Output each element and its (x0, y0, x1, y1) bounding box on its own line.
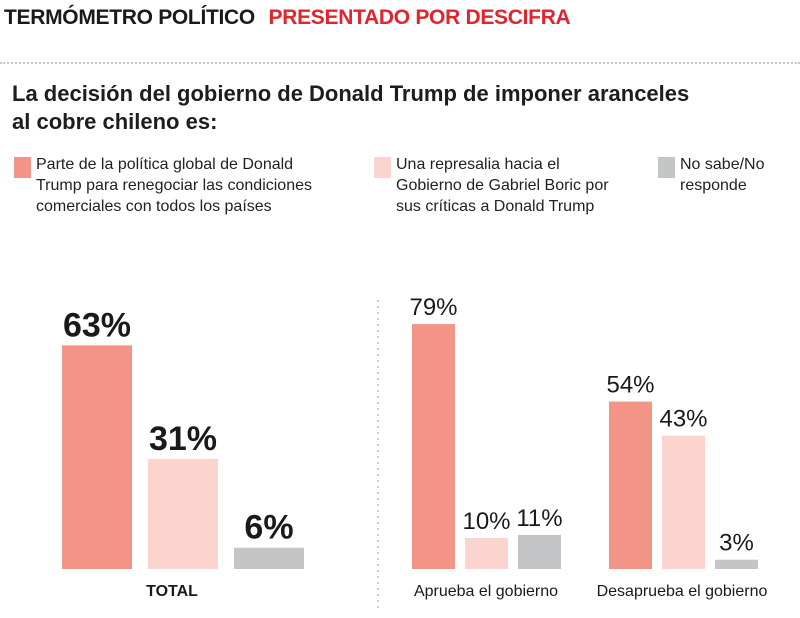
bar (518, 534, 561, 569)
bar (715, 559, 758, 569)
legend-label-line: Trump para renegociar las condiciones (36, 177, 312, 194)
bar-value-label: 31% (149, 420, 217, 458)
bar-value-label: 11% (516, 505, 562, 532)
bar-value-label: 43% (659, 406, 707, 433)
legend-label-line: No sabe/No (680, 156, 765, 173)
bar (148, 458, 218, 569)
bar (62, 345, 132, 569)
legend-swatch (14, 157, 31, 178)
legend-swatch (374, 157, 391, 178)
legend-swatch (658, 157, 675, 178)
section-kicker: TERMÓMETRO POLÍTICO (4, 6, 255, 29)
chart-title-line: La decisión del gobierno de Donald Trump… (12, 81, 690, 106)
legend-label-line: comerciales con todos los países (36, 198, 272, 215)
bar-value-label: 63% (63, 306, 131, 344)
bar (412, 324, 455, 569)
bar-value-label: 6% (244, 509, 293, 547)
legend-label-line: Una represalia hacia el (396, 156, 560, 173)
group-label: Desaprueba el gobierno (597, 583, 768, 600)
group-label: Aprueba el gobierno (414, 583, 558, 600)
bar (234, 547, 304, 569)
bar (465, 538, 508, 569)
chart-title: La decisión del gobierno de Donald Trump… (12, 80, 712, 136)
legend-label-line: sus críticas a Donald Trump (396, 198, 595, 215)
bar (662, 435, 705, 569)
legend-label: No sabe/No responde (680, 154, 765, 196)
bar (609, 401, 652, 569)
legend-label-line: Parte de la política global de Donald (36, 156, 294, 173)
chart-title-line: al cobre chileno es: (12, 109, 218, 134)
legend-label-line: responde (680, 177, 747, 194)
header: TERMÓMETRO POLÍTICO PRESENTADO POR DESCI… (4, 6, 571, 30)
bar-value-label: 79% (409, 294, 457, 321)
bar-value-label: 3% (719, 530, 754, 557)
bar-value-label: 10% (462, 508, 510, 535)
legend-label: Una represalia hacia el Gobierno de Gabr… (396, 154, 609, 217)
legend-label-line: Gobierno de Gabriel Boric por (396, 177, 609, 194)
dotted-divider (0, 62, 800, 64)
bar-value-label: 54% (606, 372, 654, 399)
legend-label: Parte de la política global de Donald Tr… (36, 154, 312, 217)
group-label: TOTAL (146, 583, 198, 600)
sponsor-label: PRESENTADO POR DESCIFRA (268, 6, 571, 29)
